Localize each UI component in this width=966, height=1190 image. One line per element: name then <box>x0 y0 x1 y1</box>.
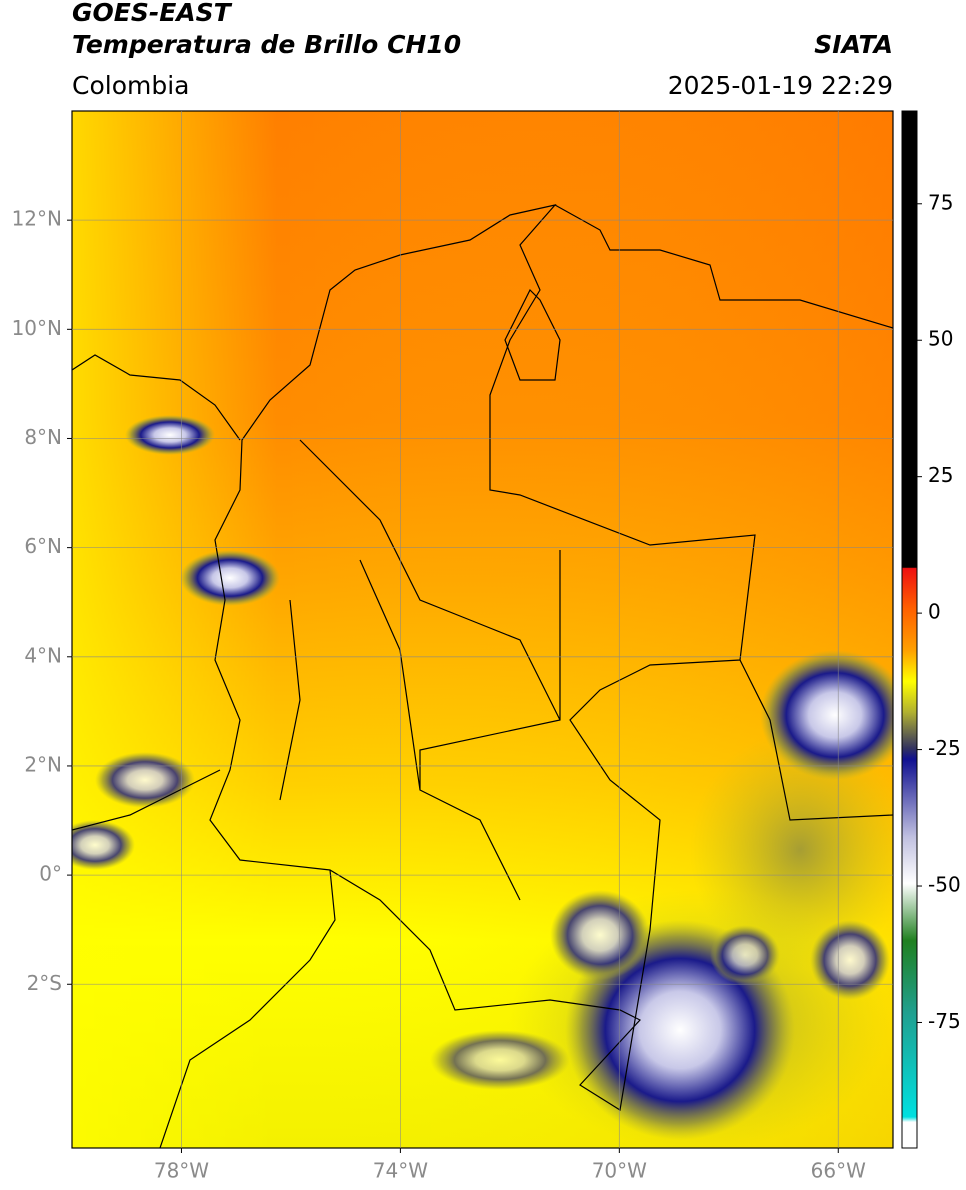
region: Colombia <box>72 71 189 100</box>
product: Temperatura de Brillo CH10 <box>72 30 461 59</box>
colorbar-tick-label: 50 <box>928 327 953 351</box>
colorbar-tick-label: 75 <box>928 190 953 214</box>
lake-maracaibo <box>504 288 561 381</box>
lat-tick-label: 2°S <box>27 971 62 995</box>
department-borders <box>279 439 561 901</box>
venezuela-coast <box>554 204 893 329</box>
venezuela-brazil-border <box>739 659 893 821</box>
colorbar-tick-label: -75 <box>928 1009 961 1033</box>
satellite: GOES-EAST <box>72 0 233 27</box>
lon-tick-label: 70°W <box>592 1159 647 1183</box>
lon-tick-label: 66°W <box>811 1159 866 1183</box>
lat-tick-label: 2°N <box>24 752 62 776</box>
lon-tick-label: 74°W <box>373 1159 428 1183</box>
peru-coast <box>159 869 336 1148</box>
source: SIATA <box>814 30 893 59</box>
satellite-image <box>72 111 893 1148</box>
lat-tick-label: 8°N <box>24 425 62 449</box>
lat-tick-label: 0° <box>39 862 62 886</box>
colorbar-tick-label: 0 <box>928 600 941 624</box>
lat-tick-label: 10°N <box>12 316 62 340</box>
colorbar-tick-label: -25 <box>928 736 961 760</box>
map-frame <box>71 110 894 1149</box>
colorbar <box>901 110 918 1149</box>
colorbar-tick-label: -50 <box>928 873 961 897</box>
lat-tick-label: 4°N <box>24 643 62 667</box>
panama-coast <box>72 354 241 441</box>
lon-tick-label: 78°W <box>154 1159 209 1183</box>
datetime: 2025-01-19 22:29 <box>668 71 893 100</box>
lat-tick-label: 6°N <box>24 534 62 558</box>
colombia-border <box>209 204 756 1111</box>
colorbar-tick-label: 25 <box>928 463 953 487</box>
pacific-coast <box>72 769 221 831</box>
lat-tick-label: 12°N <box>12 207 62 231</box>
